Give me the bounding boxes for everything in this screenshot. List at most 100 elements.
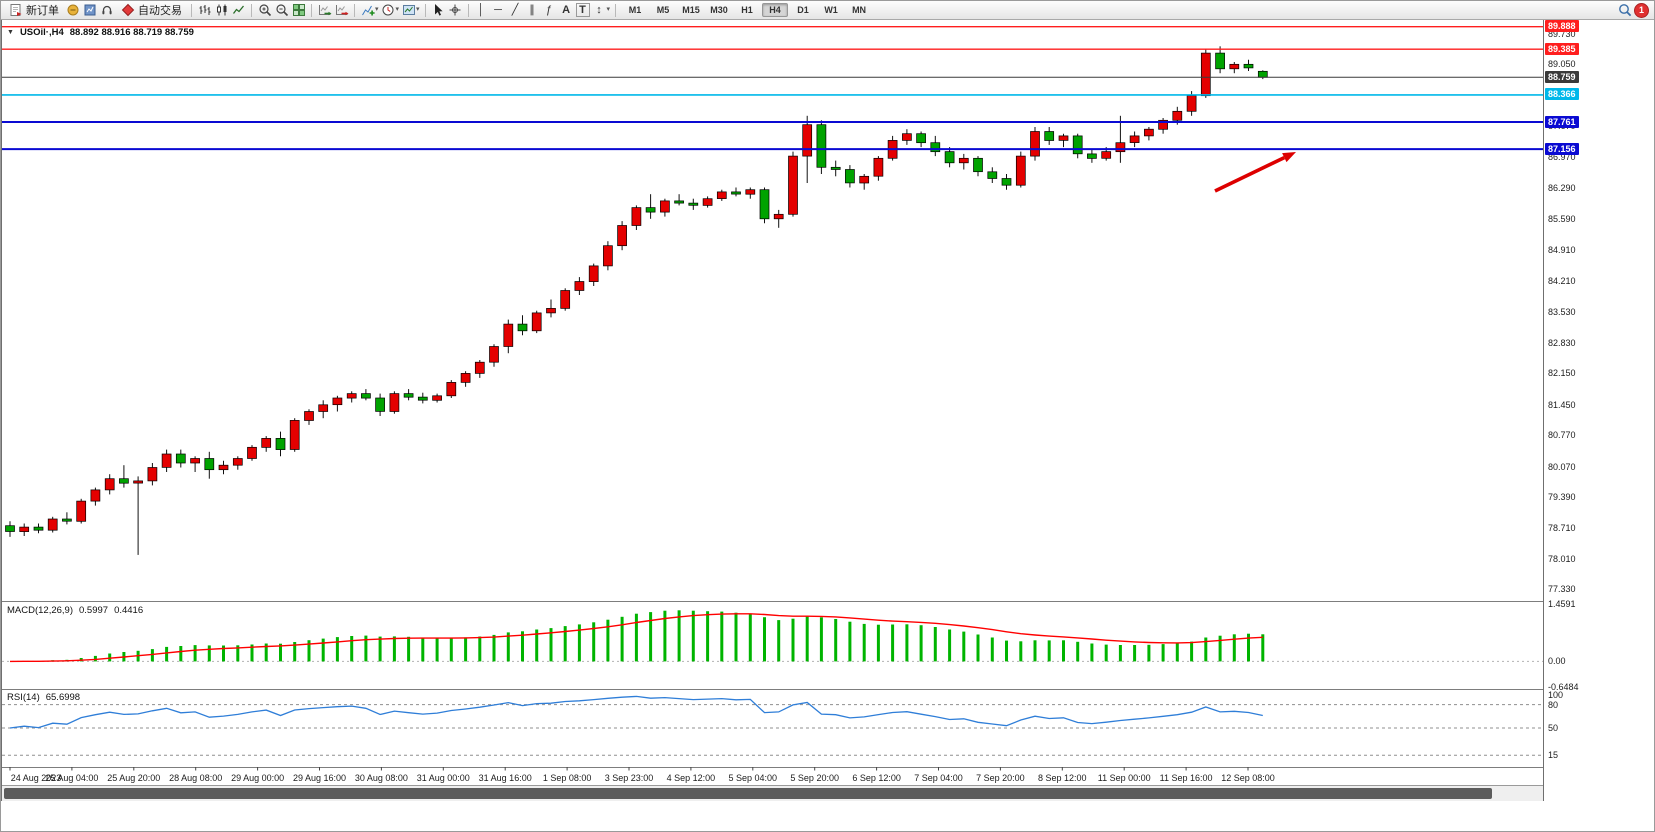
timeframe-D1[interactable]: D1 bbox=[797, 5, 809, 15]
axis-label: 86.290 bbox=[1548, 182, 1576, 193]
toolbar-separator bbox=[311, 3, 312, 17]
scrollbar-thumb[interactable] bbox=[4, 788, 1492, 799]
axis-label: 77.330 bbox=[1548, 584, 1576, 595]
svg-text:7 Sep 04:00: 7 Sep 04:00 bbox=[914, 773, 963, 783]
axis-label: 78.710 bbox=[1548, 522, 1576, 533]
label-tool-icon[interactable]: T bbox=[575, 3, 590, 17]
templates-icon[interactable] bbox=[401, 3, 416, 18]
tile-windows-icon[interactable] bbox=[291, 3, 306, 18]
svg-text:3 Sep 23:00: 3 Sep 23:00 bbox=[605, 773, 654, 783]
axis-label: -0.6484 bbox=[1548, 681, 1579, 692]
periods-caret-icon[interactable]: ▾ bbox=[395, 6, 400, 13]
new-order-label: 新订单 bbox=[26, 5, 59, 17]
timeframe-buttons: M1 M5 M15 M30 H1 H4 D1 W1 MN bbox=[621, 3, 873, 17]
svg-text:28 Aug 08:00: 28 Aug 08:00 bbox=[169, 773, 222, 783]
axis-label: 89.730 bbox=[1548, 28, 1576, 39]
axis-label: 84.910 bbox=[1548, 244, 1576, 255]
axis-label: 80 bbox=[1548, 699, 1559, 710]
svg-text:5 Sep 04:00: 5 Sep 04:00 bbox=[729, 773, 778, 783]
price-axis[interactable]: 89.73089.05088.37087.67086.97086.29085.5… bbox=[1543, 19, 1654, 801]
axis-label: 1.4591 bbox=[1548, 598, 1576, 609]
chart-ohlc-values: 88.892 88.916 88.719 88.759 bbox=[69, 27, 194, 38]
axis-label: 80.770 bbox=[1548, 430, 1576, 441]
timeframe-M1[interactable]: M1 bbox=[628, 5, 642, 15]
price-badge: 89.888 bbox=[1545, 20, 1579, 33]
fibonacci-tool-icon[interactable]: ƒ bbox=[545, 4, 553, 16]
periods-clock-icon[interactable] bbox=[381, 3, 396, 18]
axis-label: 79.390 bbox=[1548, 492, 1576, 503]
svg-text:31 Aug 00:00: 31 Aug 00:00 bbox=[417, 773, 470, 783]
axis-label: 82.830 bbox=[1548, 337, 1576, 348]
chart-symbol-period: USOil·,H4 bbox=[19, 27, 64, 38]
svg-text:29 Aug 00:00: 29 Aug 00:00 bbox=[231, 773, 284, 783]
bar-chart-icon[interactable] bbox=[197, 3, 212, 18]
timeframe-H4[interactable]: H4 bbox=[762, 3, 789, 17]
toolbar-separator bbox=[354, 3, 355, 17]
templates-caret-icon[interactable]: ▾ bbox=[416, 6, 420, 13]
svg-text:31 Aug 16:00: 31 Aug 16:00 bbox=[479, 773, 532, 783]
macd-signal-value: 0.4416 bbox=[114, 605, 144, 616]
autotrading-icon bbox=[120, 3, 135, 18]
chart-title: ▼ USOil·,H4 88.892 88.916 88.719 88.759 bbox=[7, 27, 194, 38]
toolbar-separator bbox=[424, 3, 426, 17]
axis-label: 86.970 bbox=[1548, 152, 1576, 163]
notification-badge[interactable]: 1 bbox=[1634, 2, 1649, 18]
channel-tool-icon[interactable]: ∥ bbox=[529, 4, 535, 16]
autotrading-button[interactable]: 自动交易 bbox=[116, 2, 186, 18]
svg-text:1 Sep 08:00: 1 Sep 08:00 bbox=[543, 773, 592, 783]
svg-text:24 Aug 2023: 24 Aug 2023 bbox=[11, 773, 62, 783]
svg-text:5 Sep 20:00: 5 Sep 20:00 bbox=[790, 773, 839, 783]
timeframe-M15[interactable]: M15 bbox=[682, 5, 700, 15]
main-toolbar: 新订单 自动交易 bbox=[1, 1, 1654, 20]
timeframe-H1[interactable]: H1 bbox=[741, 5, 753, 15]
add-indicator-caret-icon[interactable]: ▾ bbox=[375, 6, 379, 13]
zoom-in-icon[interactable] bbox=[257, 3, 272, 18]
add-indicator-icon[interactable] bbox=[360, 3, 375, 18]
price-badge: 88.759 bbox=[1545, 70, 1579, 83]
cursor-icon[interactable] bbox=[431, 3, 446, 18]
chart-shift-icon[interactable] bbox=[334, 3, 349, 18]
axis-label: 78.010 bbox=[1548, 553, 1576, 564]
macd-main-value: 0.5997 bbox=[79, 605, 109, 616]
zoom-out-icon[interactable] bbox=[274, 3, 289, 18]
price-badge: 89.385 bbox=[1545, 42, 1579, 55]
axis-label: 80.070 bbox=[1548, 461, 1576, 472]
timeframe-M5[interactable]: M5 bbox=[656, 5, 670, 15]
rsi-value: 65.6998 bbox=[45, 692, 81, 703]
svg-text:8 Sep 12:00: 8 Sep 12:00 bbox=[1038, 773, 1087, 783]
crosshair-icon[interactable] bbox=[448, 3, 463, 18]
navigator-icon[interactable] bbox=[82, 3, 97, 18]
svg-text:30 Aug 08:00: 30 Aug 08:00 bbox=[355, 773, 408, 783]
price-badge: 87.156 bbox=[1545, 142, 1579, 155]
auto-scroll-icon[interactable] bbox=[317, 3, 332, 18]
axis-label: 82.150 bbox=[1548, 368, 1576, 379]
svg-text:29 Aug 16:00: 29 Aug 16:00 bbox=[293, 773, 346, 783]
axis-label: 100 bbox=[1548, 690, 1564, 700]
chart-horizontal-scrollbar[interactable] bbox=[2, 785, 1543, 801]
chart-collapse-icon[interactable]: ▼ bbox=[7, 29, 14, 36]
headset-icon[interactable] bbox=[99, 3, 114, 18]
text-tool-icon[interactable]: A bbox=[562, 4, 571, 16]
candlestick-chart-icon[interactable] bbox=[214, 3, 229, 18]
timeframe-W1[interactable]: W1 bbox=[824, 5, 838, 15]
toolbar-separator bbox=[615, 3, 617, 17]
autotrading-label: 自动交易 bbox=[138, 5, 182, 17]
new-order-icon bbox=[8, 3, 23, 18]
timeframe-MN[interactable]: MN bbox=[852, 5, 867, 15]
horizontal-line-tool-icon[interactable]: ─ bbox=[494, 4, 502, 16]
arrows-tool-caret-icon[interactable]: ▾ bbox=[606, 6, 611, 13]
search-icon[interactable] bbox=[1617, 3, 1632, 18]
axis-label: 83.530 bbox=[1548, 306, 1576, 317]
vertical-line-tool-icon[interactable]: │ bbox=[477, 4, 485, 16]
timeframe-M30[interactable]: M30 bbox=[710, 5, 728, 15]
svg-text:7 Sep 20:00: 7 Sep 20:00 bbox=[976, 773, 1025, 783]
price-badge: 87.761 bbox=[1545, 115, 1579, 128]
arrows-tool-icon[interactable]: ↕ bbox=[596, 4, 602, 16]
line-chart-icon[interactable] bbox=[231, 3, 246, 18]
new-order-button[interactable]: 新订单 bbox=[4, 2, 63, 18]
market-watch-icon[interactable] bbox=[65, 3, 80, 18]
trendline-tool-icon[interactable]: ╱ bbox=[511, 4, 519, 16]
svg-text:11 Sep 16:00: 11 Sep 16:00 bbox=[1160, 773, 1213, 783]
